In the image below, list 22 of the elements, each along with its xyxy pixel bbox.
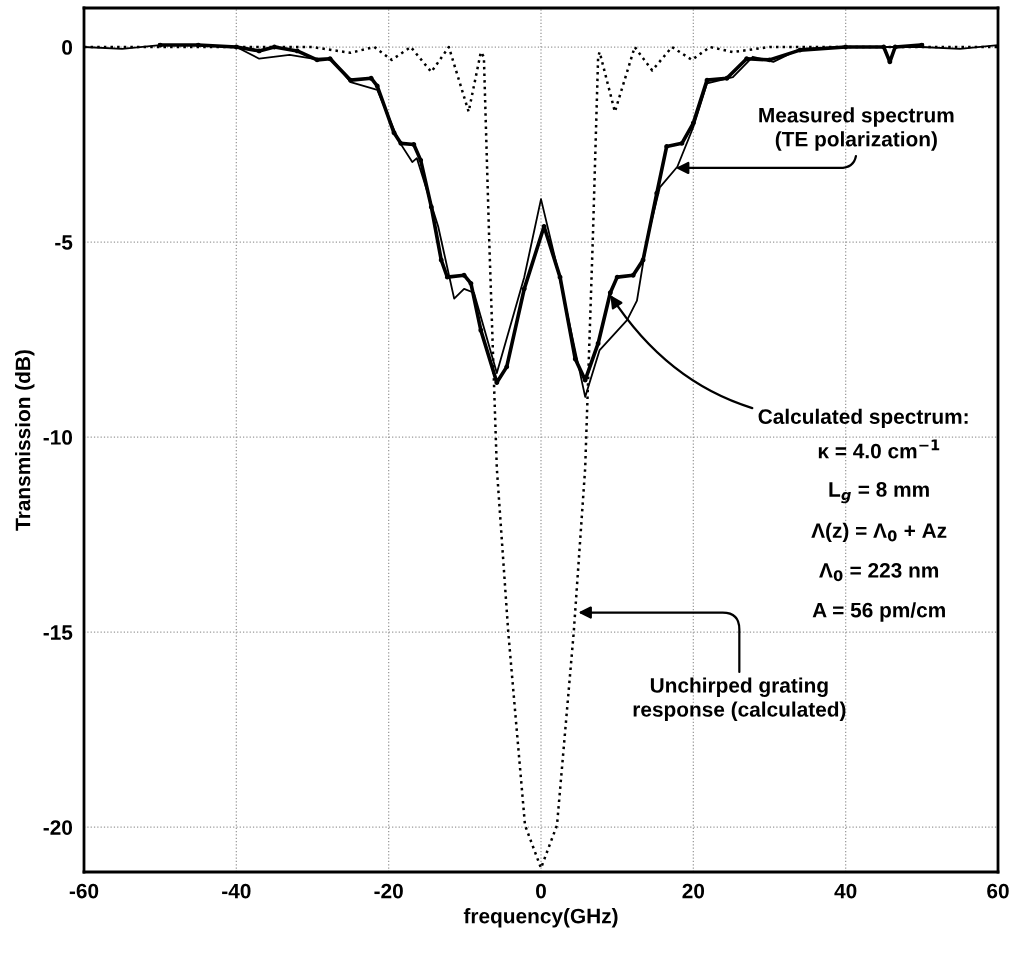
x-tick-label: 20	[682, 883, 705, 899]
y-tick-label: 0	[62, 40, 73, 55]
annotation: κ = 4.0 cm$^{−1}$	[818, 439, 940, 459]
annotation: L$_{g}$ = 8 mm	[829, 482, 929, 504]
x-tick-label: -40	[222, 883, 251, 899]
x-axis-title: frequency(GHz)	[463, 908, 618, 928]
annotation: Λ$_{0}$ = 223 nm	[819, 563, 939, 582]
x-tick-label: 60	[987, 883, 1009, 899]
annotation: Λ(z) = Λ$_{0}$ + Az	[811, 522, 947, 543]
x-tick-label: 0	[536, 883, 546, 899]
y-tick-label: -10	[43, 430, 73, 445]
y-tick-label: -20	[43, 820, 73, 835]
annotation: Calculated spectrum:	[758, 408, 968, 429]
y-tick-label: -5	[55, 235, 73, 250]
x-tick-label: -20	[374, 883, 403, 899]
y-axis-title: Transmission (dB)	[15, 350, 35, 531]
annotation: Measured spectrum (TE polarization)	[759, 107, 954, 151]
x-tick-label: 40	[834, 883, 857, 899]
y-tick-label: -15	[43, 625, 73, 640]
annotation: Unchirped grating response (calculated)	[633, 677, 846, 721]
x-tick-label: -60	[69, 883, 99, 899]
annotation: A = 56 pm/cm	[812, 602, 945, 622]
